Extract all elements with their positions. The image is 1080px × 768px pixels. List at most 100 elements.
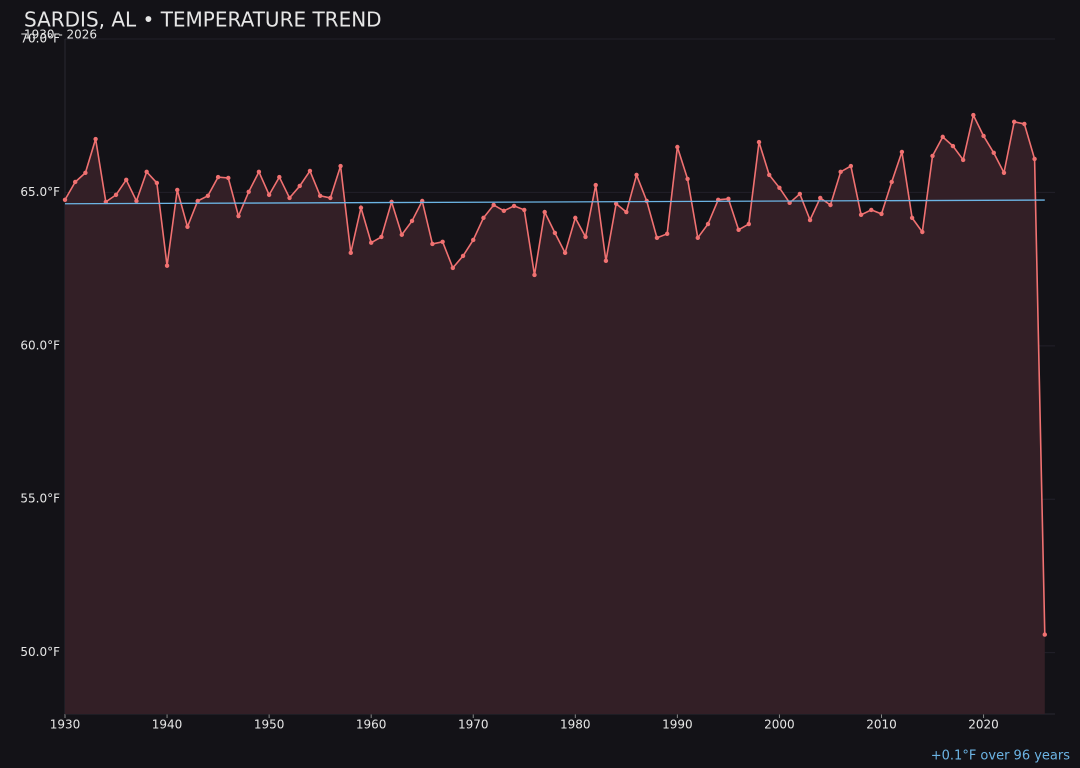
- y-tick-label: 60.0°F: [20, 338, 60, 352]
- x-tick-label: 1950: [254, 718, 285, 732]
- x-tick-label: 1980: [560, 718, 591, 732]
- point: [818, 195, 823, 201]
- point: [215, 174, 221, 180]
- x-tick-label: 2020: [968, 718, 999, 732]
- x-tick-label: 1970: [458, 718, 489, 732]
- point: [256, 169, 262, 175]
- x-tick-label: 1940: [152, 718, 183, 732]
- y-tick-label: 65.0°F: [20, 185, 60, 199]
- point: [777, 185, 782, 191]
- x-tick-label: 2000: [764, 718, 795, 732]
- point: [685, 176, 690, 182]
- point: [981, 133, 986, 139]
- point: [73, 179, 78, 185]
- point: [869, 207, 874, 213]
- point: [471, 237, 476, 243]
- chart-subtitle: 1930 - 2026: [24, 28, 97, 42]
- point: [624, 209, 629, 215]
- point: [144, 169, 149, 175]
- point: [277, 174, 282, 180]
- point: [542, 209, 547, 215]
- point: [552, 230, 558, 236]
- point: [83, 170, 88, 175]
- point: [909, 215, 915, 221]
- point: [358, 205, 364, 210]
- point: [920, 229, 925, 235]
- point: [858, 212, 864, 218]
- y-tick-label: 70.0°F: [20, 32, 60, 46]
- point: [807, 217, 813, 223]
- point: [960, 157, 966, 163]
- point: [430, 241, 435, 247]
- point: [889, 179, 894, 185]
- point: [603, 258, 609, 264]
- point: [848, 163, 854, 169]
- point: [266, 192, 272, 198]
- trend-line: [64, 199, 1045, 205]
- point: [828, 202, 833, 208]
- point: [338, 163, 343, 169]
- point: [164, 263, 170, 268]
- point: [175, 187, 180, 193]
- point: [440, 239, 445, 245]
- point: [583, 234, 588, 240]
- point: [379, 234, 384, 240]
- point: [726, 196, 731, 202]
- y-tick-label: 55.0°F: [20, 492, 60, 506]
- point: [134, 198, 139, 204]
- point: [695, 235, 700, 241]
- point: [368, 240, 374, 245]
- point: [654, 235, 660, 241]
- point: [950, 143, 956, 149]
- point: [195, 198, 200, 204]
- point: [1011, 119, 1017, 125]
- point: [746, 221, 752, 227]
- point: [705, 221, 711, 227]
- point: [501, 208, 507, 214]
- point: [93, 136, 98, 142]
- point: [317, 193, 323, 198]
- point: [899, 149, 905, 155]
- point: [399, 232, 405, 237]
- point: [532, 272, 537, 278]
- x-tick-label: 1960: [356, 718, 387, 732]
- point: [797, 191, 803, 197]
- x-tick-label: 1990: [662, 718, 693, 732]
- point: [879, 211, 884, 217]
- point: [593, 182, 598, 188]
- point: [450, 265, 456, 271]
- point: [573, 215, 578, 221]
- x-tick-label: 2010: [866, 718, 897, 732]
- point: [481, 215, 486, 221]
- point: [756, 139, 762, 145]
- point: [62, 197, 68, 202]
- point: [675, 144, 680, 150]
- point: [491, 202, 496, 208]
- point: [1042, 632, 1047, 637]
- point: [511, 203, 517, 209]
- y-tick-label: 50.0°F: [20, 645, 60, 659]
- point: [838, 169, 843, 175]
- point: [562, 250, 568, 256]
- point: [287, 195, 292, 201]
- point: [409, 218, 415, 224]
- point: [124, 177, 129, 183]
- point: [328, 195, 333, 201]
- trend-annotation: +0.1°F over 96 years: [931, 749, 1070, 764]
- point: [205, 193, 211, 198]
- point: [991, 150, 996, 156]
- point: [307, 168, 313, 174]
- point: [185, 224, 190, 229]
- point: [348, 250, 353, 256]
- x-tick-label: 1930: [50, 718, 81, 732]
- point: [246, 189, 251, 194]
- point: [154, 180, 160, 186]
- point: [736, 227, 741, 233]
- point: [971, 112, 976, 118]
- point: [634, 172, 639, 178]
- point: [940, 134, 945, 140]
- point: [930, 153, 935, 159]
- point: [460, 253, 466, 259]
- point: [767, 172, 772, 178]
